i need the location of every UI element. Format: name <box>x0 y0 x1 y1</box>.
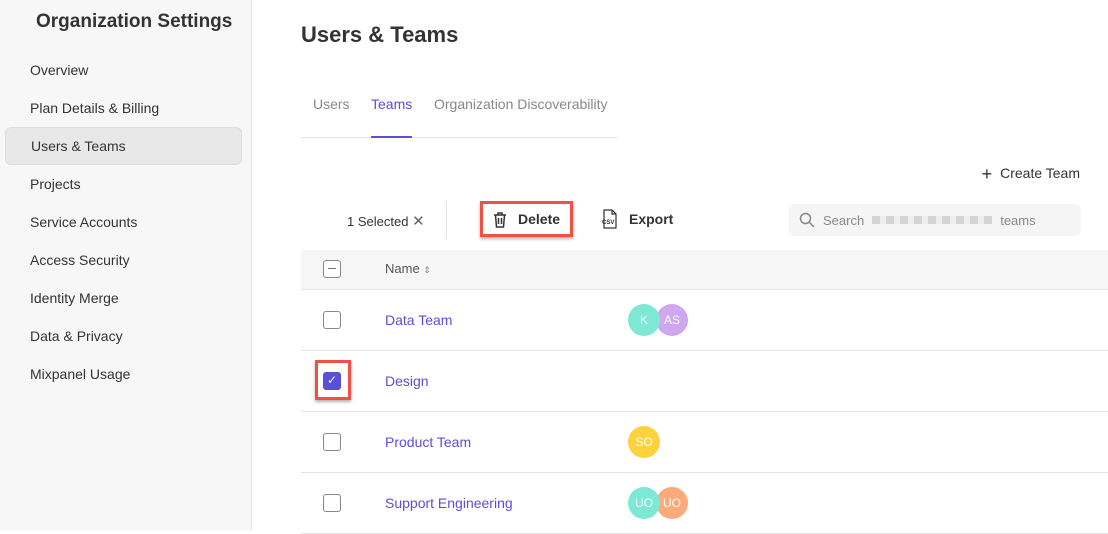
member-avatars: SO <box>628 426 660 458</box>
sidebar-item-projects[interactable]: Projects <box>30 176 81 192</box>
table-header: – Name ⇕ <box>301 250 1108 290</box>
name-header-label: Name <box>385 261 420 276</box>
avatar: K <box>628 304 660 336</box>
sidebar: Organization Settings Overview Plan Deta… <box>0 0 252 531</box>
svg-text:CSV: CSV <box>602 220 614 226</box>
trash-icon <box>494 211 506 228</box>
row-checkbox[interactable] <box>323 433 341 451</box>
row-checkbox[interactable]: ✓ <box>323 372 341 390</box>
delete-button[interactable]: Delete <box>480 201 573 237</box>
avatar: UO <box>628 487 660 519</box>
row-checkbox[interactable] <box>323 494 341 512</box>
selection-count: 1 Selected ✕ <box>347 212 425 230</box>
member-avatars: K AS <box>628 304 688 336</box>
create-team-label: Create Team <box>1000 165 1080 181</box>
table-row[interactable]: Product Team SO <box>301 412 1108 473</box>
highlight-box <box>315 360 351 400</box>
sidebar-item-plan-billing[interactable]: Plan Details & Billing <box>30 100 160 116</box>
sidebar-item-users-teams[interactable]: Users & Teams <box>5 127 242 165</box>
clear-selection-icon[interactable]: ✕ <box>412 213 425 230</box>
table-row[interactable]: ✓ Design <box>301 351 1108 412</box>
avatar: AS <box>656 304 688 336</box>
sidebar-title: Organization Settings <box>36 11 233 32</box>
export-label: Export <box>629 211 674 227</box>
table-row[interactable]: Data Team K AS <box>301 290 1108 351</box>
row-checkbox[interactable] <box>323 311 341 329</box>
divider <box>446 201 447 239</box>
search-placeholder-suffix: teams <box>1000 212 1036 228</box>
create-team-button[interactable]: + Create Team <box>982 164 1080 185</box>
name-column-header[interactable]: Name ⇕ <box>385 261 431 276</box>
toolbar: 1 Selected ✕ Delete CSV Export Search te… <box>301 196 1099 244</box>
delete-label: Delete <box>518 211 561 227</box>
search-placeholder-prefix: Search <box>823 212 865 228</box>
sidebar-item-access-security[interactable]: Access Security <box>30 252 130 268</box>
tab-users[interactable]: Users <box>313 96 350 112</box>
main: Users & Teams Users Teams Organization D… <box>252 0 1108 534</box>
sidebar-item-service-accounts[interactable]: Service Accounts <box>30 214 138 230</box>
team-name-link[interactable]: Data Team <box>385 312 453 328</box>
team-name-link[interactable]: Support Engineering <box>385 495 513 511</box>
member-avatars: UO UO <box>628 487 688 519</box>
selected-label: 1 Selected <box>347 214 409 229</box>
select-all-checkbox[interactable]: – <box>323 260 341 278</box>
sort-icon: ⇕ <box>423 265 431 275</box>
sidebar-item-data-privacy[interactable]: Data & Privacy <box>30 328 123 344</box>
sidebar-item-mixpanel-usage[interactable]: Mixpanel Usage <box>30 366 131 382</box>
export-button[interactable]: CSV Export <box>601 201 673 237</box>
avatar: SO <box>628 426 660 458</box>
search-icon <box>799 212 815 228</box>
team-name-link[interactable]: Design <box>385 373 429 389</box>
csv-file-icon: CSV <box>602 209 617 229</box>
sidebar-item-overview[interactable]: Overview <box>30 62 89 78</box>
sidebar-item-identity-merge[interactable]: Identity Merge <box>30 290 119 306</box>
tab-organization-discoverability[interactable]: Organization Discoverability <box>434 96 608 112</box>
plus-icon: + <box>981 164 993 184</box>
avatar: UO <box>656 487 688 519</box>
table-row[interactable]: Support Engineering UO UO <box>301 473 1108 534</box>
search-input[interactable]: Search teams <box>789 204 1081 236</box>
tabs: Users Teams Organization Discoverability <box>301 86 617 138</box>
page-title: Users & Teams <box>301 22 459 47</box>
redacted-text <box>872 216 993 224</box>
team-name-link[interactable]: Product Team <box>385 434 472 450</box>
tab-teams[interactable]: Teams <box>371 96 413 138</box>
